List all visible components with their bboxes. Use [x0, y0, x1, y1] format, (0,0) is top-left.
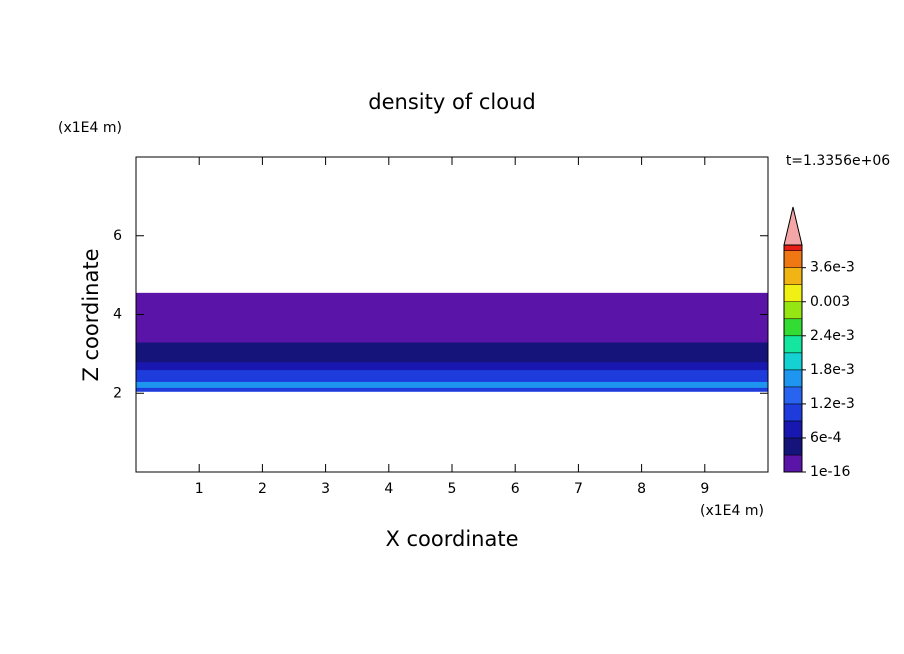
colorbar-band [783, 352, 803, 371]
x-tick-label: 1 [195, 481, 204, 497]
contour-band [136, 387, 768, 392]
colorbar-tick-label: 3.6e-3 [810, 260, 855, 276]
contour-band [136, 361, 768, 371]
contour-band [136, 381, 768, 388]
colorbar-tick-label: 2.4e-3 [810, 328, 855, 344]
x-tick-label: 6 [511, 481, 520, 497]
colorbar-band [783, 318, 803, 337]
contour-band [136, 353, 768, 363]
x-tick-label: 2 [258, 481, 267, 497]
colorbar-band [783, 420, 803, 439]
x-unit: (x1E4 m) [700, 503, 764, 519]
colorbar-band [783, 437, 803, 456]
annotation: t=1.3356e+06 [786, 153, 890, 169]
x-axis-label: X coordinate [385, 527, 518, 551]
colorbar-tick-label: 6e-4 [810, 430, 842, 446]
contour-band [136, 330, 768, 343]
y-axis-label: Z coordinate [79, 248, 103, 381]
colorbar-tick-label: 1e-16 [810, 464, 850, 480]
colorbar-frame [783, 244, 803, 473]
colorbar-band [783, 369, 803, 388]
contour-band [136, 369, 768, 377]
colorbar-band [783, 335, 803, 354]
contour-band [136, 314, 768, 331]
colorbar-band [783, 244, 803, 251]
x-tick-label: 9 [700, 481, 709, 497]
x-tick-label: 8 [637, 481, 646, 497]
chart-title: density of cloud [368, 90, 535, 114]
contour-band [136, 375, 768, 382]
colorbar-band [783, 250, 803, 268]
colorbar-band [783, 267, 803, 285]
colorbar-band [783, 284, 803, 303]
colorbar-tick-label: 0.003 [810, 294, 850, 310]
colorbar-band [783, 386, 803, 405]
y-tick-label: 4 [113, 307, 122, 323]
colorbar-tick-label: 1.8e-3 [810, 362, 855, 378]
x-tick-label: 5 [448, 481, 457, 497]
y-tick-label: 6 [113, 228, 122, 244]
y-unit: (x1E4 m) [58, 120, 122, 136]
x-tick-label: 4 [384, 481, 393, 497]
colorbar-tick-label: 1.2e-3 [810, 396, 855, 412]
x-tick-label: 3 [321, 481, 330, 497]
contour-band [136, 342, 768, 355]
colorbar-band [783, 301, 803, 320]
colorbar-band [783, 454, 803, 473]
contour-band [136, 292, 768, 315]
colorbar-extend [783, 206, 803, 246]
y-tick-label: 2 [113, 385, 122, 401]
x-tick-label: 7 [574, 481, 583, 497]
colorbar-band [783, 403, 803, 422]
